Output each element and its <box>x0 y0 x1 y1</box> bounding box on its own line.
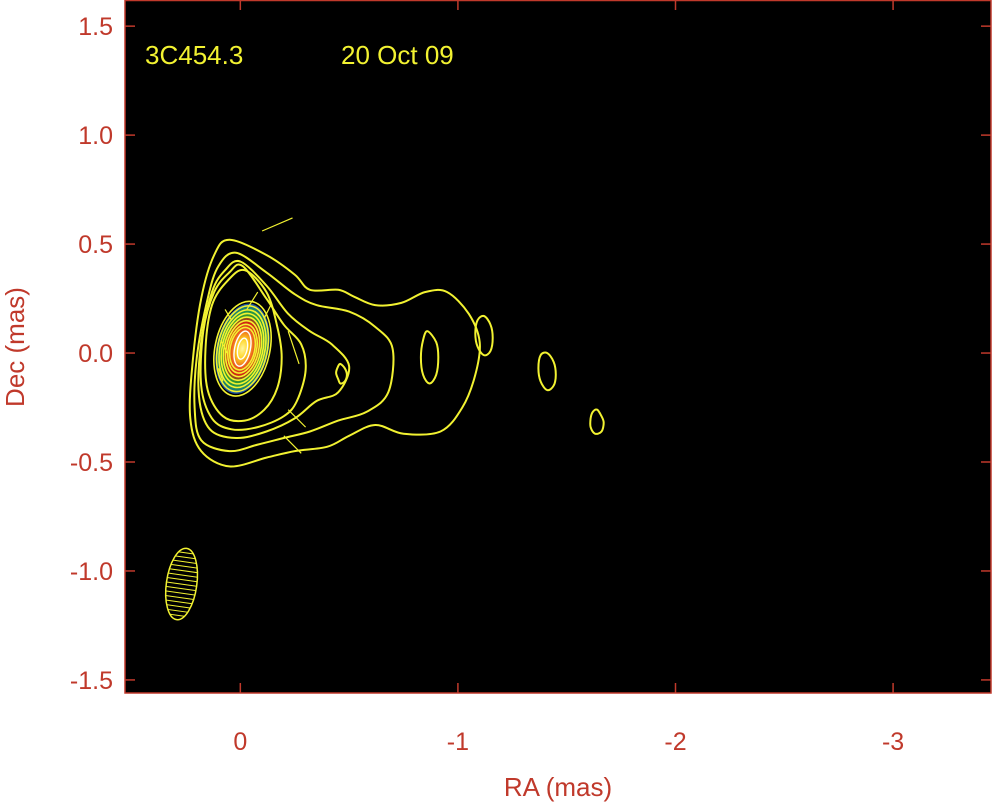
x-tick-label: -1 <box>447 728 469 756</box>
beam-hatch-line <box>164 594 195 601</box>
y-tick-label: 0.0 <box>78 340 113 368</box>
polarization-vector <box>283 435 302 454</box>
y-tick-label: 1.0 <box>78 122 113 150</box>
contour-line <box>589 408 605 435</box>
x-axis-label: RA (mas) <box>504 772 612 802</box>
contour-line <box>419 330 440 385</box>
polarization-vector <box>287 331 300 365</box>
beam-hatch-line <box>165 590 196 596</box>
x-tick-label: -3 <box>882 728 904 756</box>
polarization-vector <box>261 217 293 232</box>
y-axis-label: Dec (mas) <box>0 287 30 407</box>
core-contour-line <box>222 316 263 382</box>
polarization-vector <box>246 291 259 310</box>
polarization-vector <box>263 304 272 319</box>
peak-contour-line <box>233 330 252 367</box>
contour-line <box>474 314 494 357</box>
contour-line <box>335 362 348 385</box>
y-tick-label: -1.5 <box>70 667 113 695</box>
beam-hatch-line <box>165 585 197 592</box>
beam-hatch-line <box>163 599 195 605</box>
polarization-vector <box>224 309 233 321</box>
plot-background <box>125 0 991 693</box>
beam-hatch-line <box>169 559 200 565</box>
contour-line <box>199 263 307 431</box>
core-contour-line <box>215 305 270 393</box>
contour-line <box>188 238 481 468</box>
core-contour-line <box>224 319 261 378</box>
beam-hatch-line <box>168 563 200 569</box>
core-contour-line <box>218 309 267 389</box>
contour-line <box>204 268 283 423</box>
contour-line <box>193 251 395 453</box>
core-contour-line <box>228 326 257 371</box>
beam-hatch-line <box>166 581 197 587</box>
plot-frame <box>124 0 992 694</box>
x-tick-label: 0 <box>233 728 247 756</box>
core-contour-line <box>226 323 259 374</box>
beam-hatch-line <box>167 572 198 578</box>
y-tick-label: 0.5 <box>78 231 113 259</box>
polarization-vector <box>217 368 224 382</box>
core-contour-line <box>213 300 272 397</box>
y-tick-label: -1.0 <box>70 558 113 586</box>
beam-hatch-line <box>168 568 199 574</box>
x-tick-label: -2 <box>664 728 686 756</box>
source-label: 3C454.3 <box>145 40 243 70</box>
peak-contour-line <box>236 337 249 360</box>
polarization-vector <box>287 409 307 428</box>
y-tick-label: -0.5 <box>70 449 113 477</box>
y-tick-label: 1.5 <box>78 13 113 41</box>
date-label: 20 Oct 09 <box>341 40 454 70</box>
contour-line <box>537 351 557 392</box>
beam-outline <box>164 547 199 621</box>
polarization-vector <box>220 339 228 354</box>
beam-hatch-line <box>163 603 194 609</box>
beam-hatch-line <box>167 577 198 583</box>
